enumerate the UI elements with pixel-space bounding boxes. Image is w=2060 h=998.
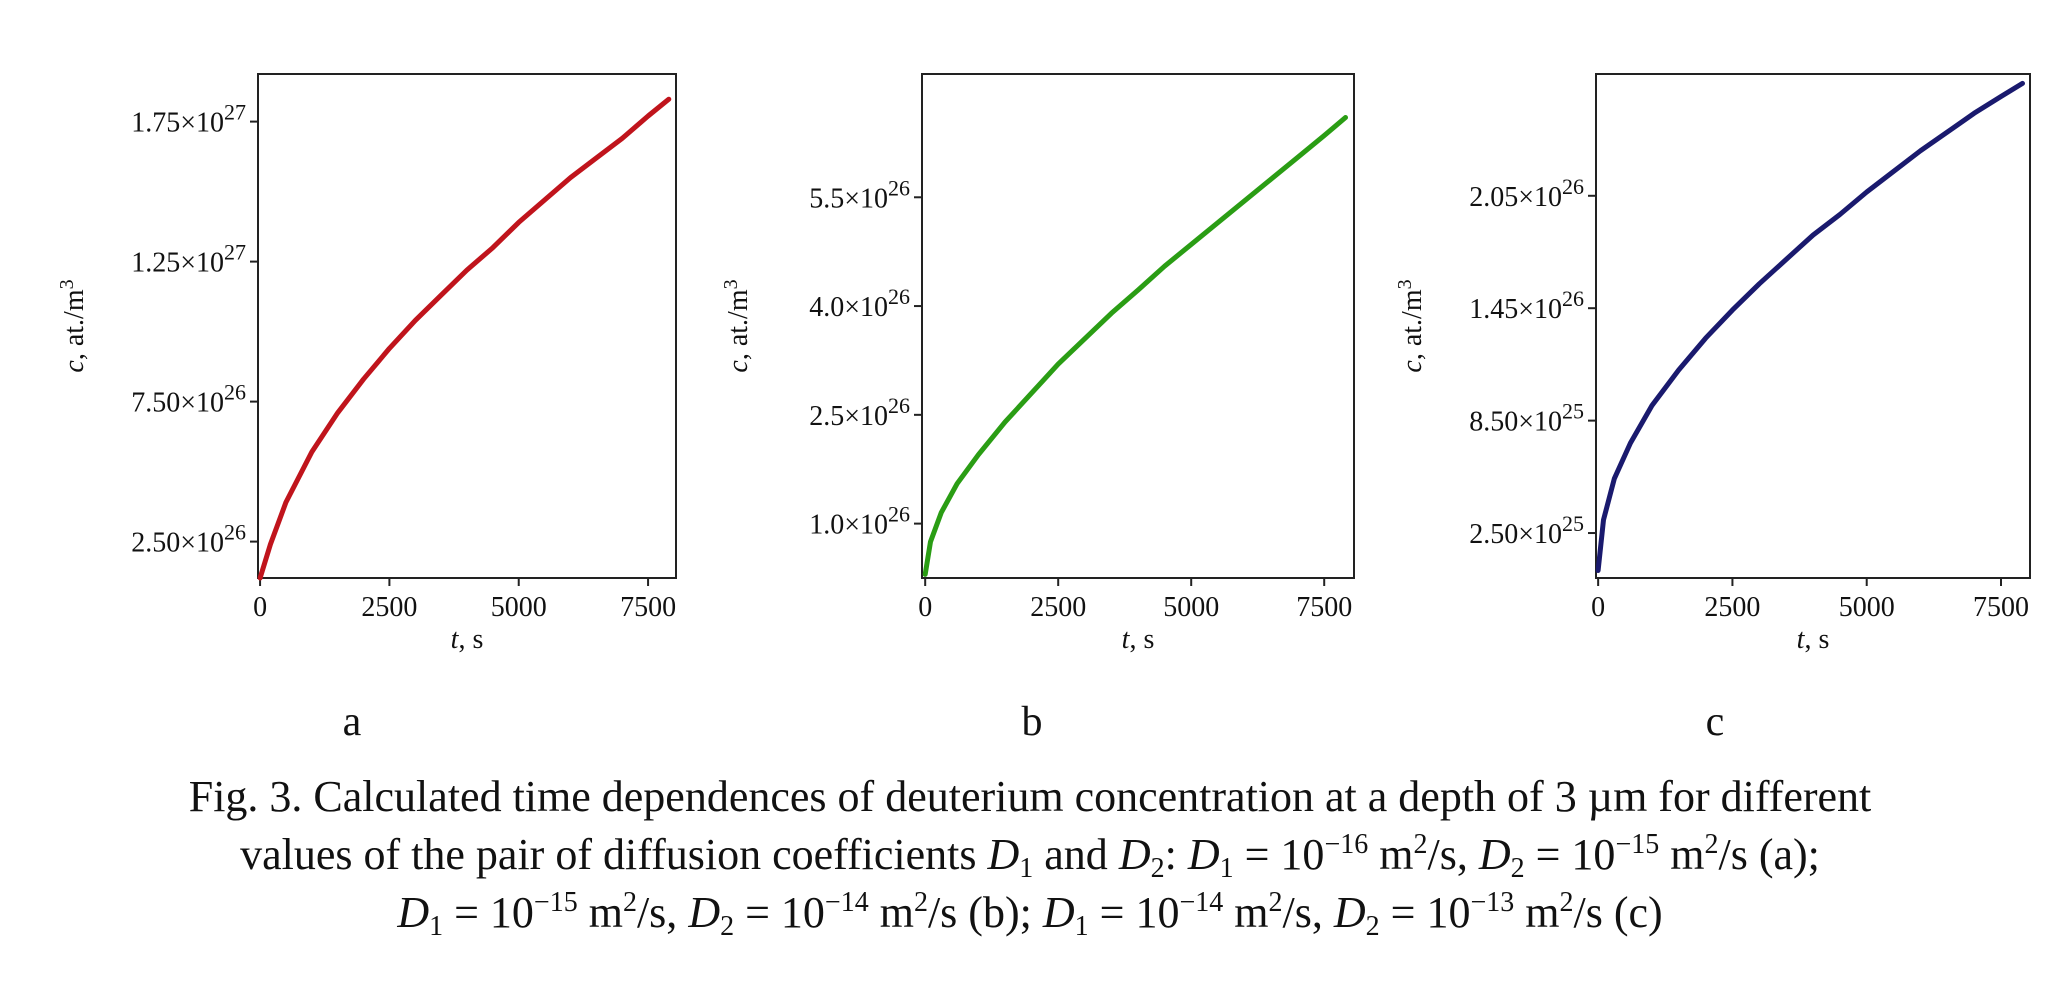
x-tick-label: 7500 bbox=[1296, 592, 1352, 623]
y-tick-label: 2.5×1026 bbox=[809, 393, 910, 432]
chart-panel-a: 0 2500 5000 7500 2.50×1026 7.50×1026 1.25×1027… bbox=[56, 73, 677, 745]
figure-caption: Fig. 3. Calculated time dependences of d… bbox=[0, 768, 2060, 942]
y-tick-label: 2.05×1026 bbox=[1469, 174, 1584, 213]
caption-line-3: D1 = 10−15 m2/s, D2 = 10−14 m2/s (b); D1… bbox=[397, 887, 1663, 942]
x-tick-label: 0 bbox=[253, 592, 267, 623]
y-tick-label: 8.50×1025 bbox=[1469, 399, 1584, 438]
plot-frame bbox=[921, 73, 1355, 579]
panel-label-c: c bbox=[1706, 699, 1725, 745]
y-tick-label: 1.0×1026 bbox=[809, 502, 910, 541]
caption-line-2: values of the pair of diffusion coeffici… bbox=[240, 829, 1820, 884]
x-tick-label: 0 bbox=[918, 592, 932, 623]
series-line-c bbox=[1595, 80, 2025, 573]
series-line-b bbox=[922, 115, 1348, 577]
y-tick-label: 1.75×1027 bbox=[131, 100, 246, 139]
plot-frame bbox=[1595, 73, 2031, 579]
y-axis-label: c, at./m3 bbox=[720, 279, 754, 372]
caption-line-1: Fig. 3. Calculated time dependences of d… bbox=[188, 772, 1872, 821]
x-tick-label: 2500 bbox=[1704, 592, 1760, 623]
y-tick-label: 1.45×1026 bbox=[1469, 286, 1584, 325]
y-tick-label: 4.0×1026 bbox=[809, 284, 910, 323]
x-tick-label: 7500 bbox=[620, 592, 676, 623]
x-tick-label: 5000 bbox=[491, 592, 547, 623]
panel-label-a: a bbox=[343, 699, 362, 745]
x-tick-label: 0 bbox=[1591, 592, 1605, 623]
x-axis-label: t, s bbox=[451, 624, 484, 655]
x-tick-label: 2500 bbox=[1030, 592, 1086, 623]
chart-panel-c: 0 2500 5000 7500 2.50×1025 8.50×1025 1.45×1026… bbox=[1394, 73, 2031, 745]
plot-frame bbox=[257, 73, 677, 579]
x-tick-label: 5000 bbox=[1163, 592, 1219, 623]
y-axis-label: c, at./m3 bbox=[1394, 279, 1428, 372]
x-tick-label: 2500 bbox=[361, 592, 417, 623]
y-axis-label: c, at./m3 bbox=[56, 279, 90, 372]
x-tick-label: 5000 bbox=[1839, 592, 1895, 623]
chart-panel-b: 0 2500 5000 7500 1.0×1026 2.5×1026 4.0×1026 5.5… bbox=[720, 73, 1355, 745]
x-axis-label: t, s bbox=[1122, 624, 1155, 655]
figure-charts: 0 2500 5000 7500 2.50×1026 7.50×1026 1.25×1027… bbox=[56, 73, 2031, 745]
y-tick-label: 2.50×1025 bbox=[1469, 511, 1584, 550]
panel-label-b: b bbox=[1022, 699, 1043, 745]
x-axis-label: t, s bbox=[1797, 624, 1830, 655]
y-tick-label: 2.50×1026 bbox=[131, 520, 246, 559]
y-tick-label: 7.50×1026 bbox=[131, 380, 246, 419]
y-tick-label: 1.25×1027 bbox=[131, 240, 246, 279]
y-tick-label: 5.5×1026 bbox=[809, 175, 910, 214]
x-tick-label: 7500 bbox=[1973, 592, 2029, 623]
series-line-a bbox=[257, 96, 672, 581]
